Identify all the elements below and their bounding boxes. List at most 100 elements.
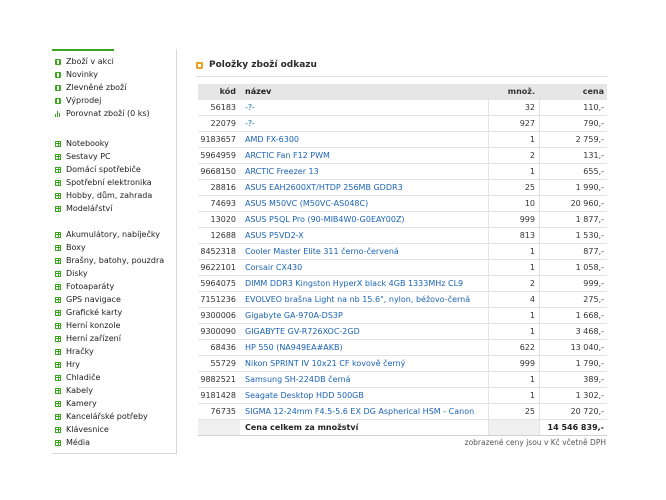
- sidebar-category-8[interactable]: Brašny, batohy, pouzdra: [55, 254, 164, 267]
- item-price: 20 960,-: [539, 195, 607, 212]
- sidebar-item-label: Herní konzole: [66, 321, 121, 330]
- sidebar-top-links: Zboží v akci Novinky Zlevněné zboží Výprode…: [55, 55, 150, 120]
- square-arrow-icon: [55, 84, 61, 91]
- sidebar-item-label: Výprodej: [66, 96, 102, 105]
- item-name-link[interactable]: ASUS M50VC (M50VC-AS048C): [240, 195, 489, 212]
- item-code: 55729: [198, 355, 240, 372]
- item-name-link[interactable]: Seagate Desktop HDD 500GB: [240, 387, 489, 404]
- sidebar-item-label: Herní zařízení: [66, 334, 121, 343]
- plus-icon: [55, 413, 61, 420]
- sidebar-category-20[interactable]: Kancelářské potřeby: [55, 410, 164, 423]
- sidebar-category-1[interactable]: Sestavy PC: [55, 150, 152, 163]
- table-row: 9300006 Gigabyte GA-970A-DS3P 1 1 668,-: [198, 307, 607, 324]
- sidebar-category-12[interactable]: Grafické karty: [55, 306, 164, 319]
- sidebar-category-21[interactable]: Klávesnice: [55, 423, 164, 436]
- item-name-link[interactable]: HP 550 (NA949EA#AKB): [240, 339, 489, 356]
- item-name-link[interactable]: Corsair CX430: [240, 259, 489, 276]
- sidebar-category-group-2: Akumulátory, nabíječky Boxy Brašny, batohy…: [55, 228, 164, 449]
- sidebar-item-label: Kancelářské potřeby: [66, 412, 148, 421]
- sidebar-category-17[interactable]: Chladiče: [55, 371, 164, 384]
- item-price: 13 040,-: [539, 339, 607, 356]
- sidebar-item-label: Spotřební elektronika: [66, 178, 152, 187]
- sidebar-category-15[interactable]: Hračky: [55, 345, 164, 358]
- item-name-link[interactable]: -?-: [240, 99, 489, 116]
- sidebar-category-18[interactable]: Kabely: [55, 384, 164, 397]
- sidebar-category-7[interactable]: Boxy: [55, 241, 164, 254]
- sidebar-category-0[interactable]: Notebooky: [55, 137, 152, 150]
- sidebar-category-9[interactable]: Disky: [55, 267, 164, 280]
- total-label: Cena celkem za množství: [240, 419, 489, 436]
- item-name-link[interactable]: ARCTIC Fan F12 PWM: [240, 147, 489, 164]
- sidebar-item-label: Disky: [66, 269, 88, 278]
- sidebar-link-3[interactable]: Výprodej: [55, 94, 150, 107]
- sidebar-accent-line: [52, 49, 114, 51]
- item-name-link[interactable]: EVOLVEO brašna Light na nb 15.6", nylon,…: [240, 291, 489, 308]
- items-table: kód název množ. cena 56183 -?- 32 110,- 2207…: [198, 84, 607, 436]
- item-code: 9882521: [198, 371, 240, 388]
- sidebar-category-22[interactable]: Média: [55, 436, 164, 449]
- item-name-link[interactable]: ASUS P5VD2-X: [240, 227, 489, 244]
- item-name-link[interactable]: ARCTIC Freezer 13: [240, 163, 489, 180]
- sidebar-category-10[interactable]: Fotoaparáty: [55, 280, 164, 293]
- sidebar-item-label: Domácí spotřebiče: [66, 165, 141, 174]
- item-price: 1 302,-: [539, 387, 607, 404]
- column-header-kod: kód: [198, 84, 240, 100]
- sidebar-category-19[interactable]: Kamery: [55, 397, 164, 410]
- plus-icon: [55, 153, 61, 160]
- sidebar-link-2[interactable]: Zlevněné zboží: [55, 81, 150, 94]
- item-quantity: 10: [488, 195, 540, 212]
- orange-square-icon: [196, 61, 203, 69]
- sidebar-item-label: Novinky: [66, 70, 98, 79]
- sidebar-category-4[interactable]: Hobby, dům, zahrada: [55, 189, 152, 202]
- table-row: 9668150 ARCTIC Freezer 13 1 655,-: [198, 163, 607, 180]
- sidebar-item-label: Kamery: [66, 399, 97, 408]
- sidebar-item-label: Klávesnice: [66, 425, 109, 434]
- sidebar-link-1[interactable]: Novinky: [55, 68, 150, 81]
- item-name-link[interactable]: Gigabyte GA-970A-DS3P: [240, 307, 489, 324]
- item-quantity: 1: [488, 307, 540, 324]
- item-name-link[interactable]: Nikon SPRINT IV 10x21 CF kovově černý: [240, 355, 489, 372]
- item-quantity: 25: [488, 403, 540, 420]
- item-name-link[interactable]: -?-: [240, 115, 489, 132]
- sidebar-category-6[interactable]: Akumulátory, nabíječky: [55, 228, 164, 241]
- item-code: 13020: [198, 211, 240, 228]
- section-heading: Položky zboží odkazu: [196, 58, 317, 72]
- column-header-cena: cena: [539, 84, 607, 100]
- item-quantity: 4: [488, 291, 540, 308]
- sidebar-category-11[interactable]: GPS navigace: [55, 293, 164, 306]
- plus-icon: [55, 166, 61, 173]
- sidebar-link-4[interactable]: Porovnat zboží (0 ks): [55, 107, 150, 120]
- item-quantity: 999: [488, 211, 540, 228]
- item-price: 1 990,-: [539, 179, 607, 196]
- item-name-link[interactable]: DIMM DDR3 Kingston HyperX black 4GB 1333…: [240, 275, 489, 292]
- sidebar-category-14[interactable]: Herní zařízení: [55, 332, 164, 345]
- sidebar-item-label: Notebooky: [66, 139, 109, 148]
- item-quantity: 1: [488, 131, 540, 148]
- item-name-link[interactable]: Samsung SH-224DB černá: [240, 371, 489, 388]
- item-price: 1 668,-: [539, 307, 607, 324]
- sidebar-category-13[interactable]: Herní konzole: [55, 319, 164, 332]
- table-row: 5964075 DIMM DDR3 Kingston HyperX black 4…: [198, 275, 607, 292]
- item-name-link[interactable]: SIGMA 12-24mm F4.5-5.6 EX DG Aspherical …: [240, 403, 489, 420]
- item-name-link[interactable]: GIGABYTE GV-R726XOC-2GD: [240, 323, 489, 340]
- sidebar-category-3[interactable]: Spotřební elektronika: [55, 176, 152, 189]
- item-price: 2 759,-: [539, 131, 607, 148]
- page-title: Položky zboží odkazu: [209, 60, 317, 70]
- sidebar-category-16[interactable]: Hry: [55, 358, 164, 371]
- square-arrow-icon: [55, 97, 61, 104]
- table-row: 22079 -?- 927 790,-: [198, 115, 607, 132]
- item-code: 9300006: [198, 307, 240, 324]
- table-row: 5964959 ARCTIC Fan F12 PWM 2 131,-: [198, 147, 607, 164]
- item-code: 8452318: [198, 243, 240, 260]
- item-code: 12688: [198, 227, 240, 244]
- item-code: 7151236: [198, 291, 240, 308]
- item-name-link[interactable]: Cooler Master Elite 311 černo-červená: [240, 243, 489, 260]
- sidebar-item-label: Hobby, dům, zahrada: [66, 191, 153, 200]
- sidebar-link-0[interactable]: Zboží v akci: [55, 55, 150, 68]
- item-name-link[interactable]: ASUS EAH2600XT/HTDP 256MB GDDR3: [240, 179, 489, 196]
- item-quantity: 813: [488, 227, 540, 244]
- item-name-link[interactable]: AMD FX-6300: [240, 131, 489, 148]
- item-name-link[interactable]: ASUS P5QL Pro (90-MIB4W0-G0EAY00Z): [240, 211, 489, 228]
- sidebar-category-2[interactable]: Domácí spotřebiče: [55, 163, 152, 176]
- sidebar-category-5[interactable]: Modelářství: [55, 202, 152, 215]
